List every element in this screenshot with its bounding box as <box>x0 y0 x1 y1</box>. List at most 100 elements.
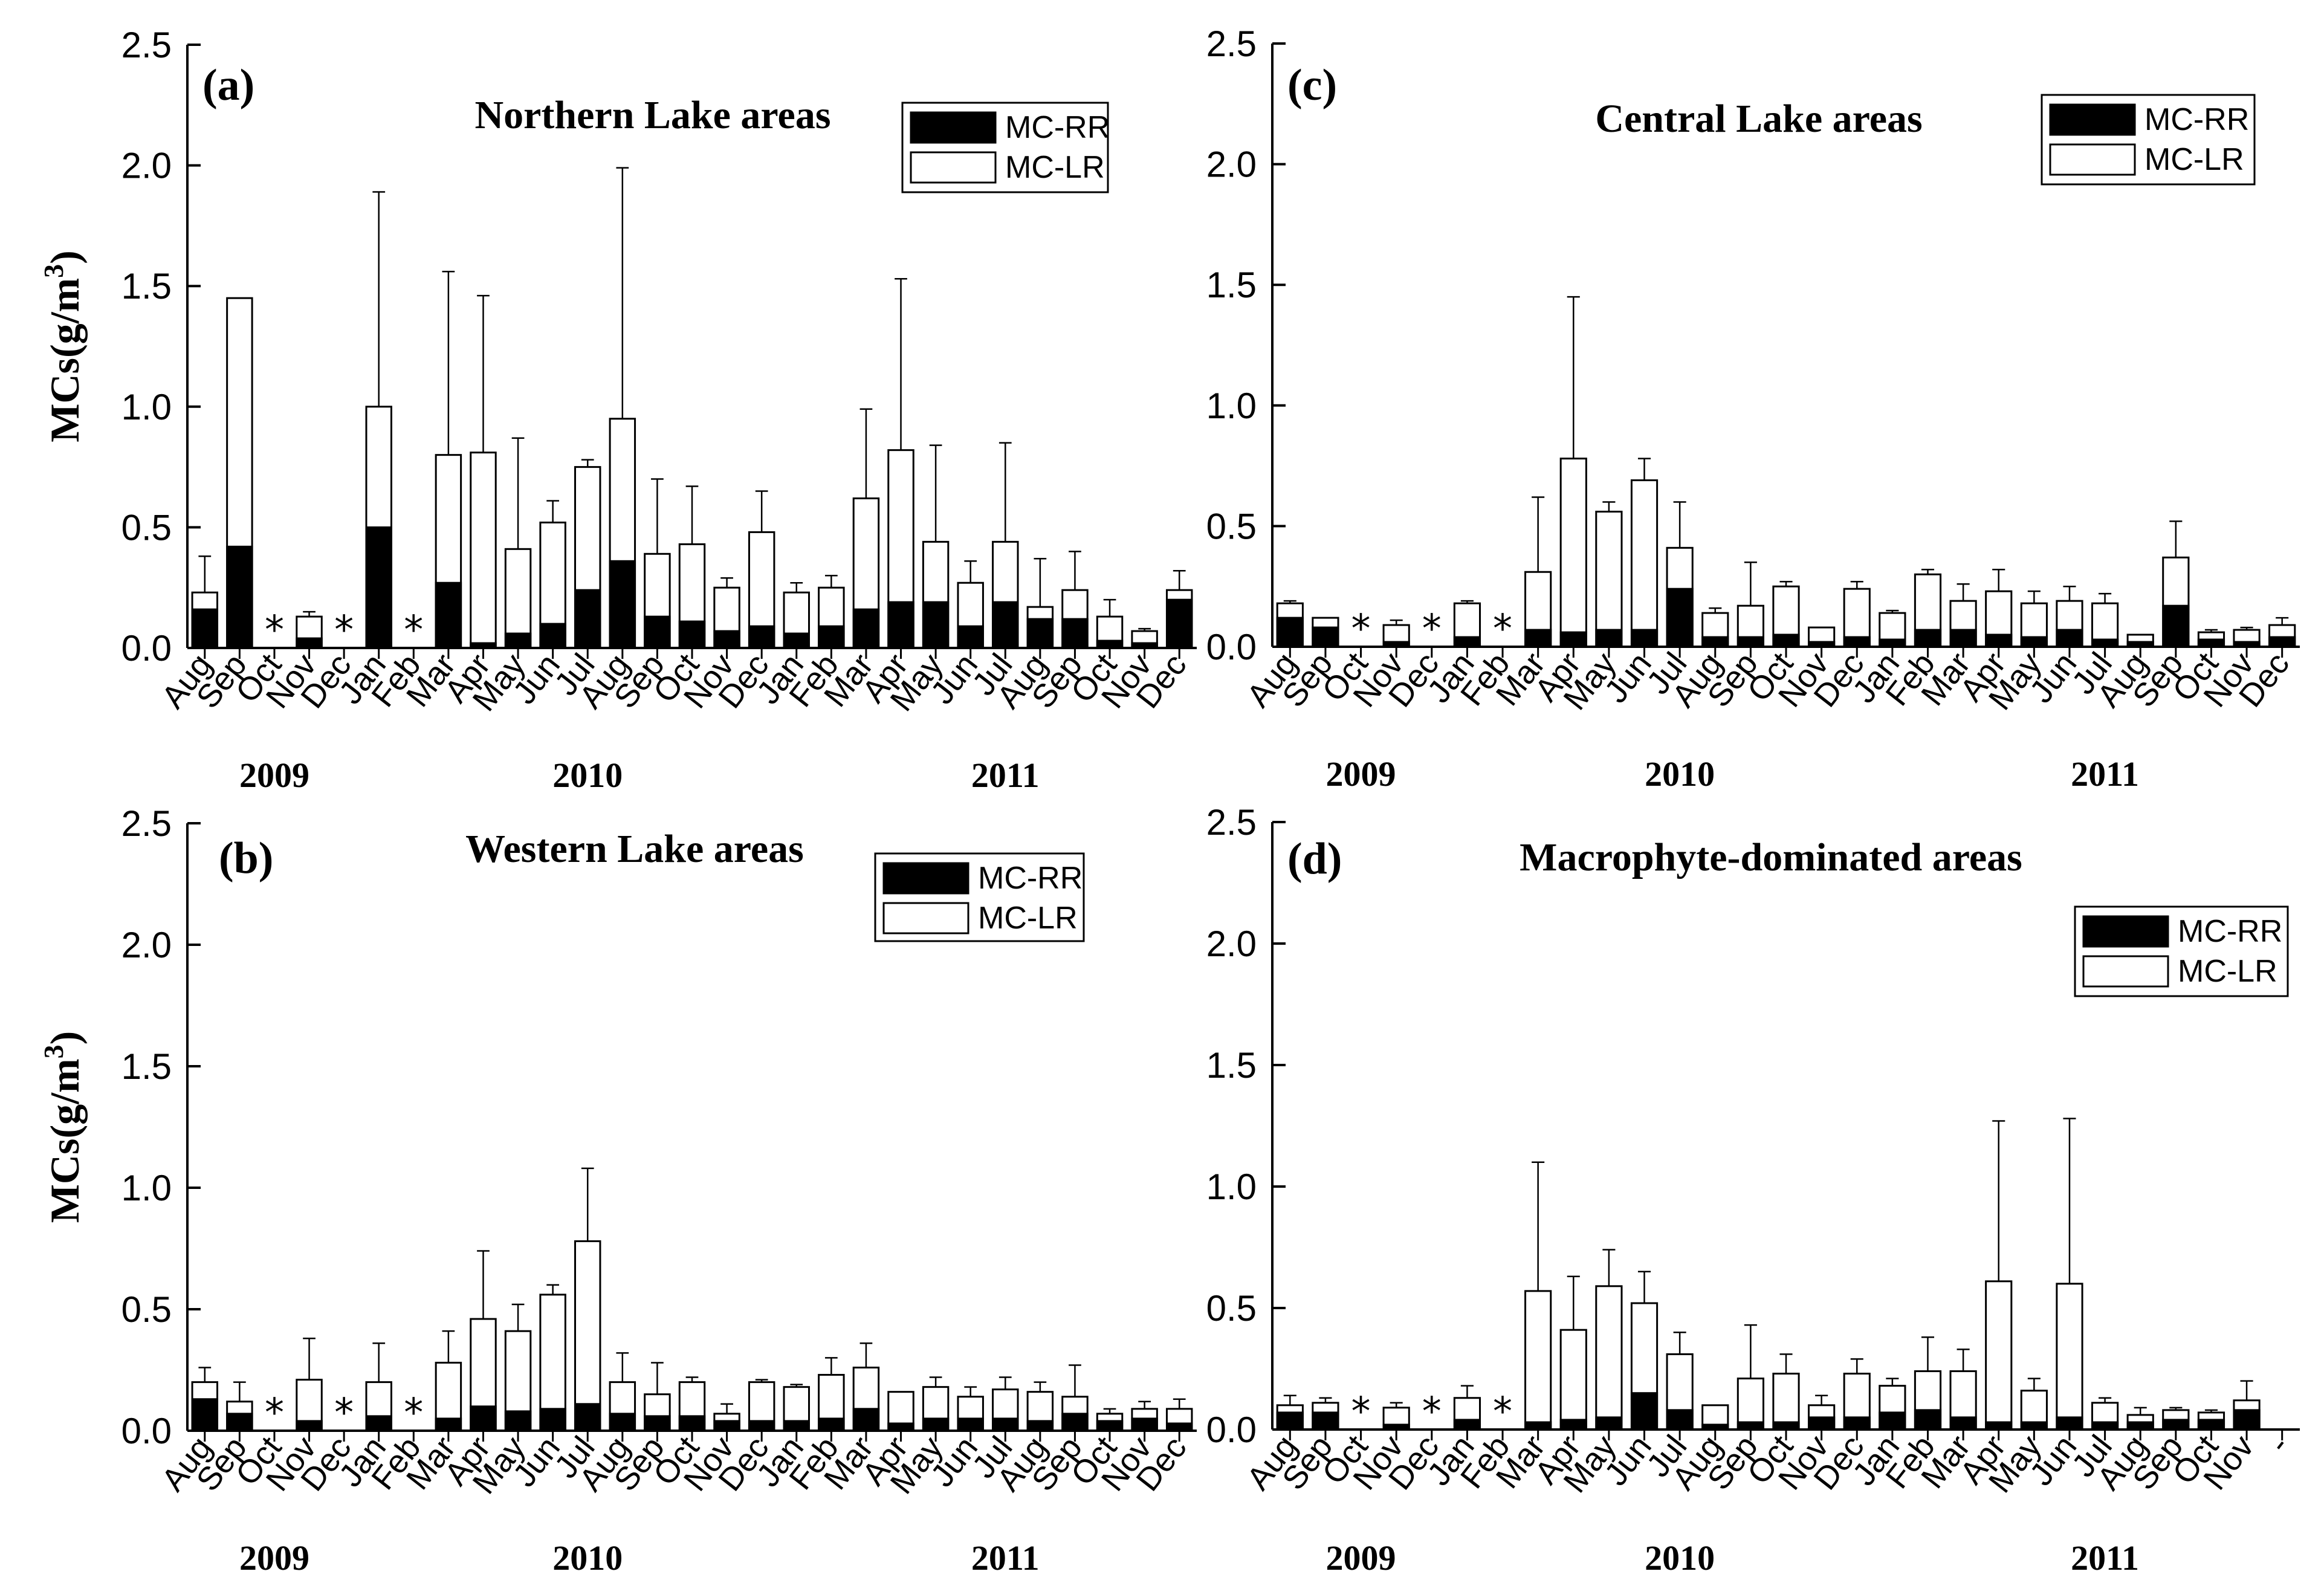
bar-mc-rr <box>957 1417 984 1432</box>
bar-mc-rr <box>2091 638 2119 648</box>
bar-mc-rr <box>1453 636 1481 648</box>
y-tick-label: 0.5 <box>121 507 172 548</box>
bar-mc-rr <box>1949 629 1977 648</box>
bar-mc-rr <box>957 625 984 649</box>
y-tick-label: 2.0 <box>121 146 172 186</box>
bar-mc-rr <box>226 545 253 649</box>
y-tick-label: 0.0 <box>1206 627 1257 667</box>
panel-label: (d) <box>1287 834 1342 884</box>
bar-mc-rr <box>713 630 740 649</box>
bar-mc-lr <box>1985 1280 2013 1431</box>
bar-mc-rr <box>296 637 323 649</box>
bar-mc-rr <box>852 1408 880 1432</box>
bar-mc-rr <box>470 1405 497 1432</box>
bar-mc-rr <box>1524 629 1552 648</box>
y-tick-label: 1.5 <box>121 1046 172 1087</box>
y-tick-label: 2.5 <box>121 803 172 844</box>
legend-label: MC-LR <box>2178 954 2277 989</box>
panel-label: (b) <box>219 834 273 883</box>
y-axis-label: MCs(g/m3) <box>38 1031 88 1223</box>
year-label: 2009 <box>239 1538 309 1577</box>
bar-mc-rr <box>1949 1416 1977 1431</box>
bar-mc-rr <box>470 642 497 649</box>
bar-mc-rr <box>574 589 601 649</box>
bar-mc-rr <box>2268 636 2296 648</box>
bar-mc-rr <box>435 581 462 649</box>
bar-mc-rr <box>1382 641 1410 648</box>
y-tick-label: 2.0 <box>1206 144 1257 185</box>
bar-mc-rr <box>2020 1421 2048 1431</box>
year-label: 2010 <box>1645 1538 1715 1577</box>
y-tick-label: 0.5 <box>1206 506 1257 546</box>
missing-data-marker: * <box>1351 1390 1371 1434</box>
missing-data-marker: * <box>334 608 354 653</box>
bar-mc-rr <box>1165 1422 1193 1432</box>
bar-mc-rr <box>1914 629 1942 648</box>
y-axis-label-close: ) <box>42 250 88 264</box>
y-tick-label: 1.5 <box>121 266 172 306</box>
y-tick-label: 2.5 <box>121 25 172 65</box>
bar-mc-rr <box>713 1420 740 1432</box>
bar-mc-rr <box>1559 631 1587 648</box>
missing-data-marker: * <box>1422 1390 1442 1434</box>
bar-mc-rr <box>783 632 810 649</box>
bar-mc-rr <box>1165 598 1193 649</box>
bar-mc-rr <box>539 1408 566 1432</box>
bar-mc-rr <box>365 1415 392 1432</box>
panel-b: 0.00.51.01.52.02.5AugSepOctNovDecJanFebM… <box>38 803 1197 1577</box>
panel-title: Northern Lake areas <box>474 93 830 137</box>
bar-mc-lr <box>1772 1373 1800 1431</box>
bar-mc-rr <box>1879 1411 1906 1431</box>
bar-mc-rr <box>296 1420 323 1432</box>
bar-mc-rr <box>574 1403 601 1432</box>
bar-mc-rr <box>1131 642 1158 649</box>
y-tick-label: 0.0 <box>121 1411 172 1451</box>
year-label: 2010 <box>552 756 623 795</box>
legend-label: MC-RR <box>978 861 1083 896</box>
bar-mc-rr <box>1276 1411 1304 1431</box>
bar-mc-rr <box>1914 1409 1942 1431</box>
bar-mc-rr <box>1096 640 1124 649</box>
bar-mc-lr <box>1559 1329 1587 1431</box>
y-tick-label: 1.5 <box>1206 265 1257 305</box>
bar-mc-rr <box>644 615 671 649</box>
missing-data-marker: * <box>265 608 284 653</box>
bar-mc-rr <box>2091 1421 2119 1431</box>
bar-mc-rr <box>1737 636 1764 648</box>
y-axis-label: MCs(g/m3) <box>38 250 88 442</box>
bar-mc-rr <box>2162 604 2190 648</box>
y-axis-label-close: ) <box>42 1031 88 1045</box>
y-tick-label: 2.0 <box>1206 924 1257 964</box>
bar-mc-rr <box>365 526 392 649</box>
y-tick-label: 1.0 <box>1206 1167 1257 1207</box>
bar-mc-rr <box>1061 1413 1089 1432</box>
panel-d: 0.00.51.01.52.02.5AugSepOctNovDecJanFebM… <box>1206 802 2300 1577</box>
bar-mc-rr <box>2233 641 2261 648</box>
missing-data-marker: * <box>1422 607 1442 652</box>
bar-mc-rr <box>2197 638 2225 648</box>
bar-mc-rr <box>1843 636 1871 648</box>
bar-mc-rr <box>992 601 1019 649</box>
bar-mc-rr <box>1985 633 2013 648</box>
bar-mc-rr <box>678 1415 706 1432</box>
bar-mc-lr <box>1737 1378 1764 1431</box>
bar-mc-rr <box>1312 1411 1339 1431</box>
legend-label: MC-RR <box>2178 914 2282 949</box>
legend-label: MC-RR <box>2144 102 2249 137</box>
bar-mc-rr <box>1453 1419 1481 1431</box>
y-axis-label-superscript: 3 <box>38 1044 69 1058</box>
y-tick-label: 1.0 <box>1206 386 1257 426</box>
y-tick-label: 0.5 <box>1206 1288 1257 1329</box>
bar-mc-rr <box>1666 1409 1694 1431</box>
bar-mc-rr <box>1382 1423 1410 1431</box>
bar-mc-rr <box>1595 1416 1623 1431</box>
year-label: 2010 <box>552 1538 623 1577</box>
bar-mc-lr <box>1595 1285 1623 1431</box>
year-label: 2009 <box>1326 1538 1396 1577</box>
bar-mc-rr <box>818 625 845 649</box>
year-label: 2009 <box>239 756 309 795</box>
y-tick-label: 0.0 <box>121 628 172 669</box>
bar-mc-rr <box>1276 617 1304 648</box>
panel-title: Central Lake areas <box>1595 97 1922 141</box>
